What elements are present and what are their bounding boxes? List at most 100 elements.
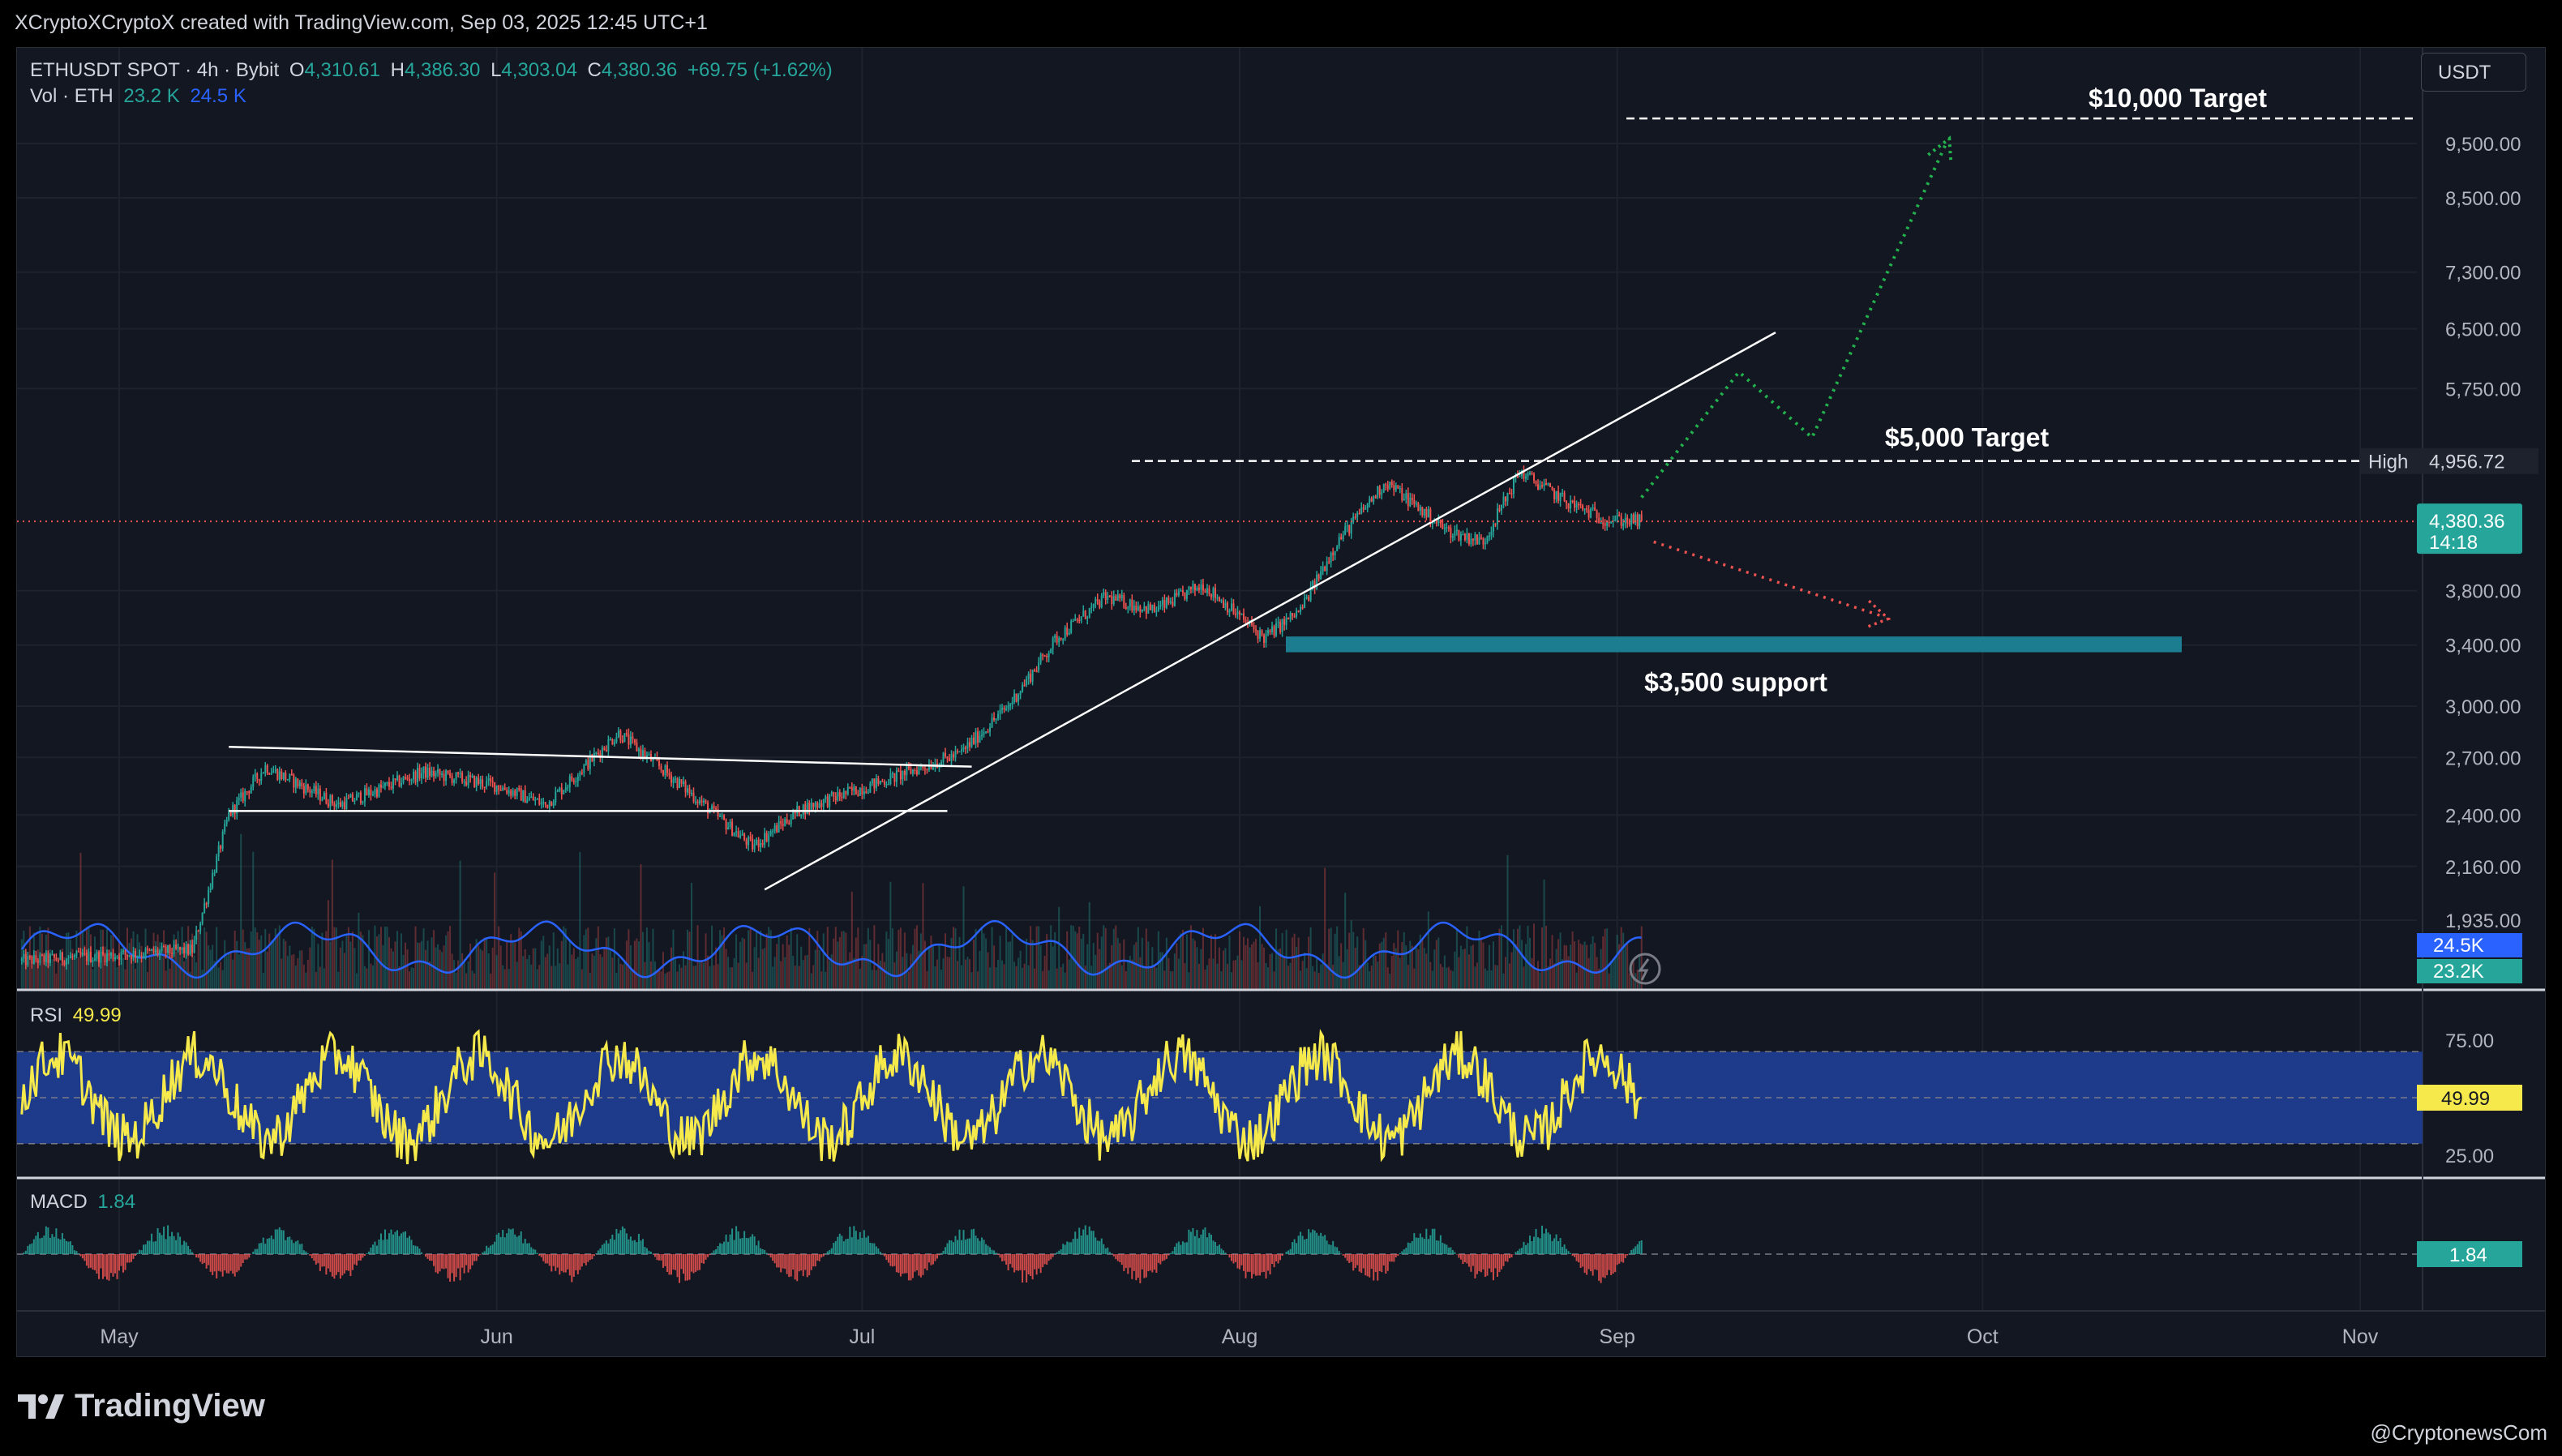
volume-bar [1173,953,1176,990]
volume-bar [163,930,165,990]
volume-bar [1084,966,1086,990]
chart-canvas[interactable]: $10,000 Target$5,000 Target$3,500 suppor… [17,48,2546,1357]
volume-bar [510,934,512,990]
macd-histogram-bar [1510,1254,1513,1258]
macd-histogram-bar [1567,1251,1570,1254]
currency-unit-button[interactable]: USDT [2421,53,2526,92]
candle [1330,552,1332,563]
volume-bar [581,969,583,990]
candle [668,773,670,776]
volume-bar [1377,961,1379,990]
candle [885,784,888,786]
candle [853,786,855,791]
macd-histogram-bar [24,1250,27,1254]
volume-bar [711,925,713,990]
candle [1401,488,1403,501]
candle [601,747,603,758]
macd-histogram-bar [209,1254,212,1272]
macd-histogram-bar [1096,1240,1099,1254]
candle [1048,653,1050,657]
chart-frame[interactable]: $10,000 Target $5,000 Target $3,500 suppor… [16,47,2546,1357]
macd-histogram-bar [1630,1249,1633,1254]
volume-bar [1218,947,1220,990]
volume-bar [1243,936,1245,990]
candle [812,803,815,807]
macd-histogram-bar [772,1254,774,1261]
macd-histogram-bar [1056,1252,1058,1254]
volume-bar [1425,953,1428,990]
candle [1197,587,1200,590]
ascending-trendline [764,332,1776,891]
candle [1340,537,1343,540]
candle [1606,521,1609,526]
volume-bar [1397,930,1399,990]
candle [371,794,374,796]
macd-histogram-bar [1506,1254,1509,1262]
volume-bar [1527,925,1529,990]
volume-bar [1639,953,1641,990]
macd-histogram-bar [540,1254,542,1257]
volume-bar [1116,938,1119,990]
macd-histogram-bar [199,1254,202,1262]
macd-histogram-bar [613,1240,615,1254]
macd-histogram-bar [335,1254,337,1275]
macd-histogram-bar [435,1254,437,1273]
candle [1038,662,1040,671]
macd-histogram-bar [1129,1254,1131,1268]
macd-histogram-bar [1413,1233,1416,1254]
candle [61,952,63,962]
macd-histogram-bar [311,1254,313,1259]
candle [699,800,701,803]
volume-bar [700,960,703,990]
macd-histogram-bar [383,1229,386,1254]
volume-bar [662,952,664,990]
volume-bar [1031,940,1034,990]
candle [752,838,754,850]
candle [548,801,551,808]
candle [1630,514,1633,525]
candle [473,775,476,787]
volume-bar [589,972,591,990]
macd-histogram-bar [1480,1254,1482,1273]
candle [1172,602,1174,606]
macd-histogram-bar [948,1240,950,1254]
macd-legend: MACD 1.84 [30,1191,140,1214]
candle [662,769,664,776]
candle [266,765,268,774]
volume-bar [1157,931,1159,990]
candle [1571,500,1574,502]
macd-histogram-bar [1342,1254,1344,1256]
volume-bar [1111,944,1113,990]
candle [1624,517,1626,525]
macd-histogram-bar [1466,1254,1468,1264]
macd-histogram-bar [1516,1250,1519,1254]
candle [911,769,914,774]
candle [193,940,195,953]
volume-bar [394,941,396,990]
volume-bar [406,949,409,990]
candle [254,773,256,777]
candle [739,835,742,837]
candle [1212,588,1215,597]
macd-histogram-bar [1545,1228,1548,1254]
volume-bar [1370,966,1373,990]
macd-histogram-bar [1555,1234,1557,1254]
macd-histogram-bar [1549,1234,1552,1254]
candle [881,781,884,782]
volume-bar [987,952,989,990]
candle [69,956,71,958]
volume-bar [764,948,766,990]
macd-histogram-bar [467,1254,469,1273]
volume-bar [250,931,252,990]
candle [658,760,660,767]
macd-histogram-bar [426,1254,429,1259]
macd-histogram-bar [936,1254,938,1259]
macd-histogram-bar [1437,1240,1440,1254]
volume-bar [812,965,815,990]
volume-bar [946,956,949,990]
volume-bar [327,900,329,990]
volume-bar [822,933,825,990]
volume-bar [1562,959,1564,990]
macd-histogram-bar [842,1241,845,1254]
candle [563,790,565,794]
